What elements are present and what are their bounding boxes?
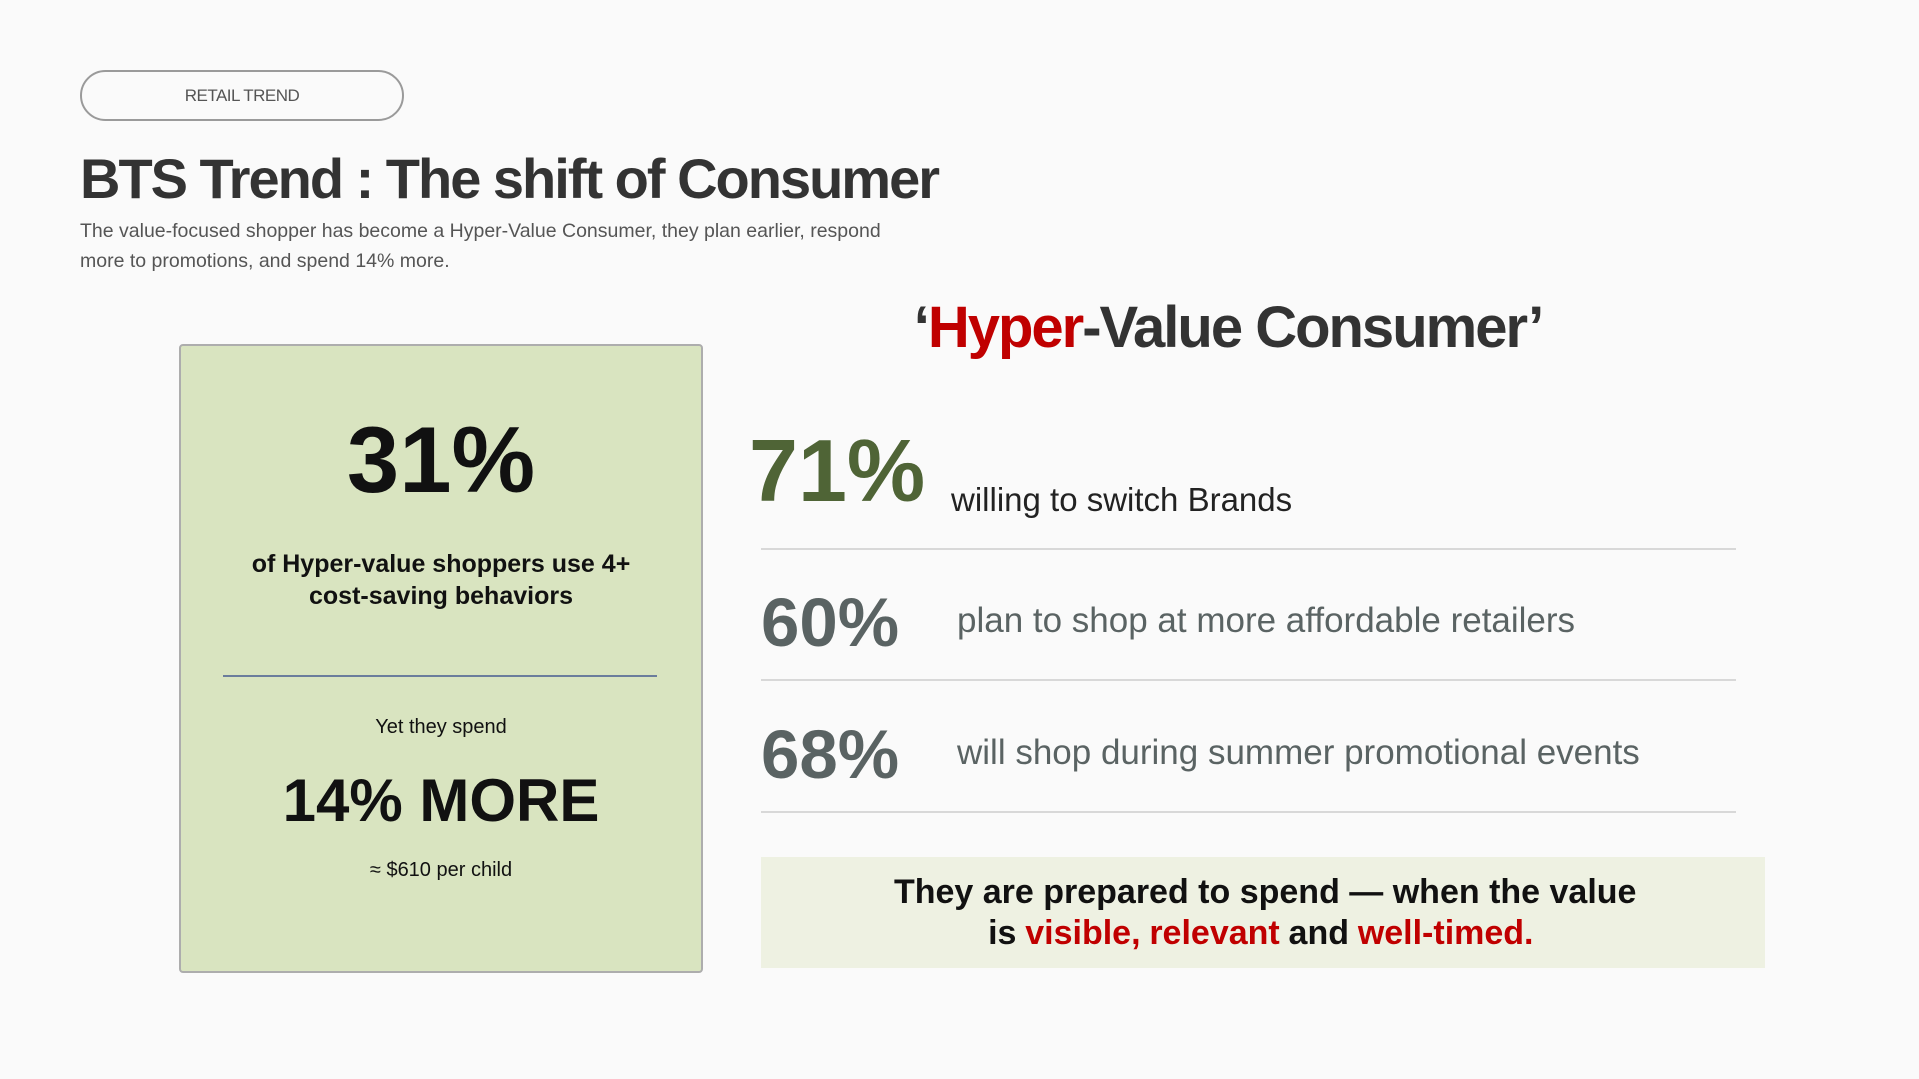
card-lead: Yet they spend [375,716,507,738]
text: -Value Consumer’ [1082,295,1544,360]
stat-card: 31% of Hyper-value shoppers use 4+ cost-… [179,344,703,973]
title: BTS Trend : The shift of Consumer [80,147,940,210]
divider [761,548,1736,550]
text: ‘ [913,295,930,360]
card-highlight: 14% MORE [282,767,600,834]
tag-pill: RETAIL TREND [80,70,404,121]
accent-text: visible, [1025,913,1141,952]
section-heading: ‘Hyper-Value Consumer’ [761,294,1695,361]
card-note: ≈ $610 per child [369,859,513,881]
divider [761,679,1736,681]
text: and [1288,913,1349,952]
card-stat: 31% [346,407,536,512]
accent-text: Hyper [927,295,1084,360]
stat-value: 71% [749,421,926,520]
callout: They are prepared to spend — when the va… [761,857,1765,968]
accent-text: well-timed. [1357,913,1534,952]
stat-value: 60% [761,584,900,661]
subtitle: The value-focused shopper has become a H… [80,220,881,272]
stat-value: 68% [761,716,900,793]
callout-text: They are prepared to spend — when the va… [793,872,1733,954]
stat-label: willing to switch Brands [951,481,1293,518]
accent-text: relevant [1149,913,1280,952]
text: They are prepared to spend — when the va… [893,872,1637,952]
stat-label: will shop during summer promotional even… [957,733,1640,772]
card-description: of Hyper-value shoppers use 4+ cost-savi… [251,550,631,610]
divider [223,675,657,677]
divider [761,811,1736,813]
stat-label: plan to shop at more affordable retailer… [957,601,1576,640]
